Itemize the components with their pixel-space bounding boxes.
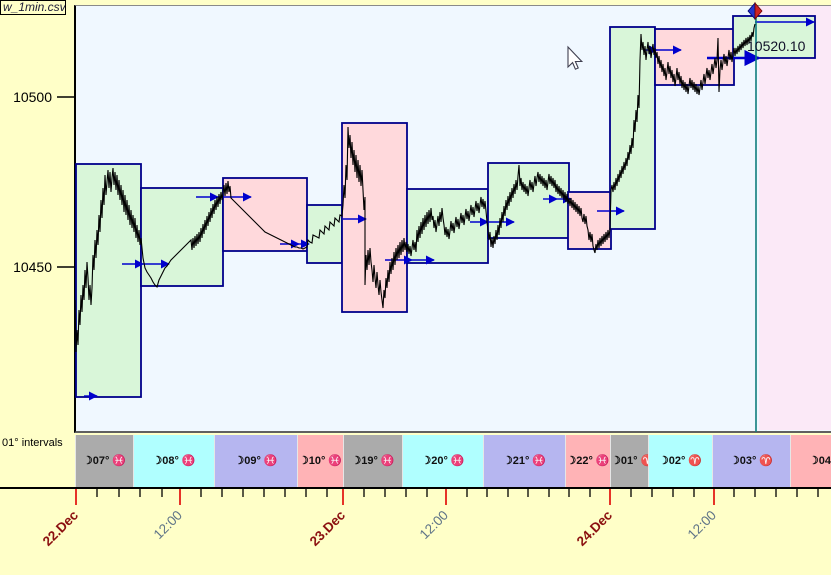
band-cell: ☽08° ♓ [133, 435, 214, 487]
band-cell: ☽09° ♓ [214, 435, 297, 487]
band-cell: ☽21° ♓ [483, 435, 565, 487]
band-cell: ☽02° ♈ [648, 435, 712, 487]
band-cell: ☽10° ♓ [297, 435, 343, 487]
band-cell: ☽01° ♈ [610, 435, 654, 487]
y-tick-label: 10500 [13, 89, 52, 105]
x-date-label: 24.Dec [574, 507, 616, 549]
x-time-label: 12:00 [151, 508, 186, 543]
plot-area[interactable] [74, 5, 831, 433]
band-cell: ☽20° ♓ [402, 435, 483, 487]
x-time-label: 12:00 [685, 508, 720, 543]
future-session-background [759, 6, 831, 430]
band-cell: ☽04° ♈ [790, 435, 831, 487]
file-tab-label: w_1min.csv [3, 0, 66, 14]
band-cell: ☽07° ♓ [75, 435, 133, 487]
band-cell: ☽19° ♓ [343, 435, 402, 487]
x-date-label: 23.Dec [307, 507, 349, 549]
interval-band: ☽07° ♓ ☽08° ♓ ☽09° ♓ ☽10° ♓ ☽19° ♓ ☽20° ♓ ☽21°… [0, 435, 831, 489]
band-cell: ☽22° ♓ [565, 435, 610, 487]
x-date-label: 22.Dec [40, 507, 82, 549]
band-cell: ☽03° ♈ [712, 435, 790, 487]
file-tab[interactable]: w_1min.csv [0, 0, 66, 15]
interval-band-title: 01° intervals [2, 437, 63, 449]
y-tick-label: 10450 [13, 259, 52, 275]
x-time-label: 12:00 [417, 508, 452, 543]
